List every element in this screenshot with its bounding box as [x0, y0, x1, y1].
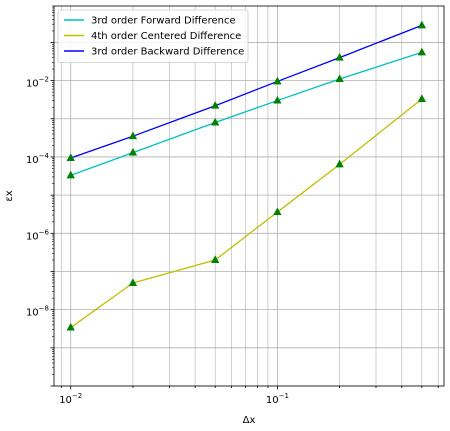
tick-label-exponent: −1	[279, 392, 289, 400]
data-point-marker	[335, 159, 344, 168]
data-point-marker	[210, 255, 220, 263]
data-point-marker	[210, 117, 220, 126]
tick-label-base: 10	[26, 79, 39, 90]
y-tick-label: 10−6	[26, 228, 50, 242]
tick-label-base: 10	[26, 231, 39, 242]
marker-layer	[66, 20, 427, 331]
data-point-marker	[128, 131, 138, 140]
tick-layer: 10−2 10−110−810−610−410−2	[26, 5, 439, 406]
legend-label-3: 3rd order Backward Difference	[91, 47, 244, 58]
data-point-marker	[66, 322, 75, 331]
data-point-marker	[128, 147, 138, 156]
data-point-marker	[273, 76, 282, 85]
series-layer	[70, 24, 423, 329]
x-tick-label: 10−2	[59, 392, 82, 406]
tick-label-base: 10	[26, 308, 39, 319]
data-point-marker	[66, 170, 75, 179]
legend-label-1: 3rd order Forward Difference	[91, 16, 236, 27]
data-point-marker	[417, 20, 427, 29]
plot-area-frame	[53, 5, 445, 387]
data-point-marker	[335, 52, 344, 61]
tick-label-exponent: −6	[39, 228, 50, 236]
data-point-marker	[335, 74, 344, 83]
data-point-marker	[273, 207, 282, 216]
tick-label-exponent: −2	[72, 392, 82, 400]
y-tick-label: 10−2	[26, 76, 49, 90]
data-point-marker	[417, 47, 427, 56]
tick-label-base: 10	[266, 395, 279, 406]
legend: 3rd order Forward Difference 4th order Ce…	[57, 9, 249, 63]
tick-label-base: 10	[26, 155, 39, 166]
legend-box	[57, 9, 249, 63]
tick-label-base: 10	[59, 395, 72, 406]
x-tick-label: 10−1	[266, 392, 289, 406]
y-tick-label: 10−8	[26, 305, 49, 319]
tick-label-exponent: −2	[39, 76, 49, 84]
series-line-3	[70, 24, 423, 159]
tick-label-exponent: −4	[39, 152, 50, 160]
data-point-marker	[66, 153, 75, 161]
x-axis-label: Δx	[243, 415, 256, 426]
data-point-marker	[210, 100, 220, 109]
tick-label-exponent: −8	[39, 305, 49, 313]
data-point-marker	[273, 95, 282, 104]
legend-label-2: 4th order Centered Difference	[91, 31, 241, 42]
series-line-1	[70, 51, 423, 176]
data-point-marker	[128, 278, 138, 286]
y-axis-label: εx	[4, 190, 15, 201]
data-point-marker	[417, 94, 427, 102]
series-line-2	[70, 98, 423, 329]
y-tick-label: 10−4	[26, 152, 50, 166]
